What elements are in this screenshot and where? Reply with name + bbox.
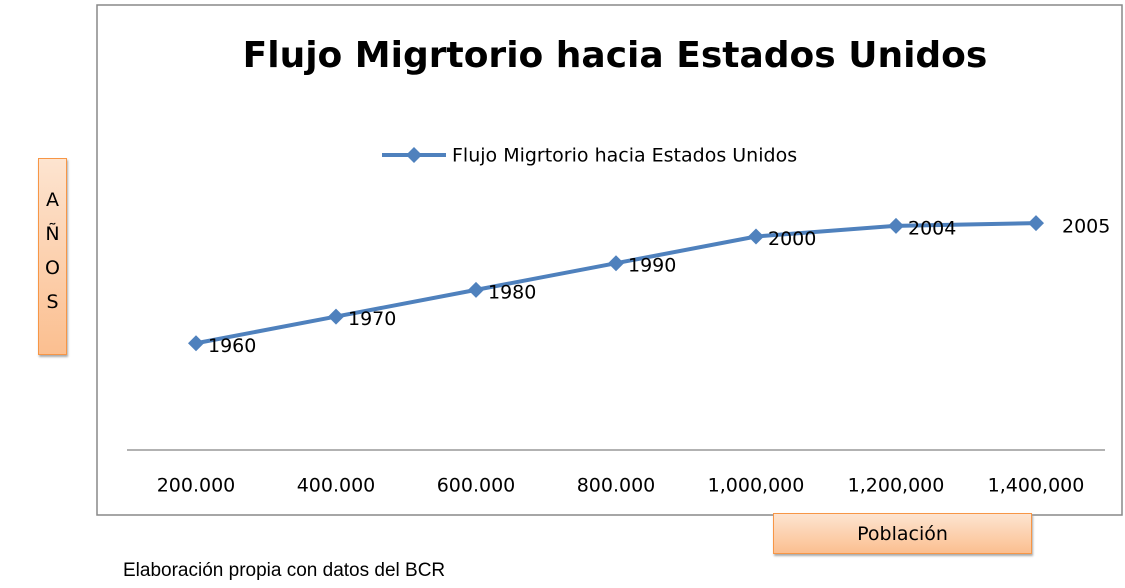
data-point <box>888 217 904 234</box>
x-tick-label: 1,000,000 <box>708 475 805 497</box>
x-tick-label: 200.000 <box>157 475 236 497</box>
data-point <box>188 335 204 352</box>
data-point <box>748 228 764 245</box>
x-tick-label: 800.000 <box>577 475 656 497</box>
legend-marker <box>406 147 422 163</box>
chart-frame <box>96 4 1123 516</box>
data-label: 2005 <box>1062 216 1110 238</box>
x-tick-label: 1,200,000 <box>848 475 945 497</box>
data-point <box>468 281 484 298</box>
legend-label: Flujo Migrtorio hacia Estados Unidos <box>452 145 797 167</box>
data-label: 2004 <box>908 217 956 239</box>
x-tick-label: 600.000 <box>437 475 516 497</box>
data-label: 1960 <box>208 335 256 357</box>
source-note: Elaboración propia con datos del BCR <box>123 560 446 581</box>
data-point <box>608 255 624 272</box>
x-axis-label: Población <box>773 513 1032 554</box>
data-label: 1980 <box>488 281 536 303</box>
data-label: 2000 <box>768 228 816 250</box>
data-label: 1970 <box>348 308 396 330</box>
data-label: 1990 <box>628 255 676 277</box>
chart-title: Flujo Migrtorio hacia Estados Unidos <box>243 35 988 76</box>
y-axis-label: AÑOS <box>38 158 67 355</box>
data-point <box>328 308 344 325</box>
data-point <box>1028 215 1044 232</box>
x-tick-label: 400.000 <box>297 475 376 497</box>
x-tick-label: 1,400,000 <box>988 475 1085 497</box>
